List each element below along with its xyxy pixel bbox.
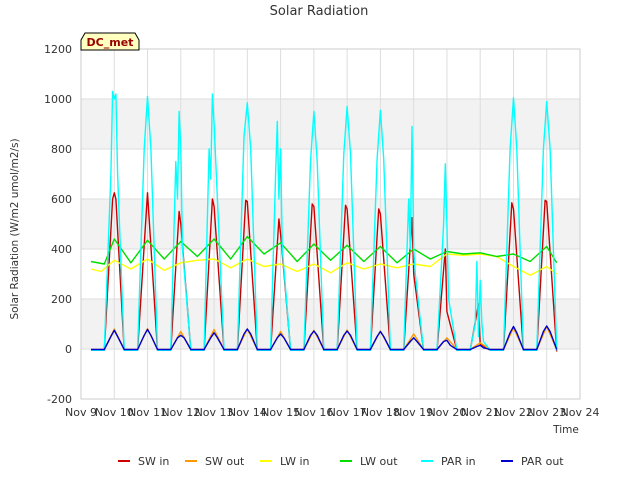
y-tick-label: 600	[51, 193, 72, 206]
legend-label-par-in: PAR in	[441, 455, 476, 468]
y-axis-label: Solar Radiation (W/m2 umol/m2/s)	[9, 138, 21, 319]
x-tick-label: Nov 18	[361, 406, 400, 419]
y-tick-label: 1000	[44, 93, 72, 106]
legend-label-lw-in: LW in	[280, 455, 310, 468]
x-tick-label: Nov 15	[261, 406, 300, 419]
x-tick-label: Nov 12	[161, 406, 200, 419]
legend-label-par-out: PAR out	[521, 455, 564, 468]
series-line-par-out	[91, 325, 558, 351]
series-line-lw-out	[90, 235, 558, 265]
x-tick-label: Nov 11	[128, 406, 167, 419]
x-axis-label: Time	[552, 424, 579, 436]
x-tick-label: Nov 13	[195, 406, 234, 419]
x-tick-label: Nov 21	[461, 406, 500, 419]
x-tick-label: Nov 19	[394, 406, 433, 419]
x-tick-label: Nov 16	[294, 406, 333, 419]
x-tick-label: Nov 22	[494, 406, 533, 419]
y-tick-label: 1200	[44, 43, 72, 56]
y-tick-labels: -200 0 200 400 600 800 1000 1200	[44, 43, 72, 406]
chart-title: Solar Radiation	[270, 4, 369, 19]
x-tick-label: Nov 24	[561, 406, 600, 419]
y-tick-label: -200	[47, 393, 72, 406]
series-lines	[90, 90, 558, 352]
x-tick-label: Nov 9	[65, 406, 97, 419]
legend: SW in SW out LW in LW out PAR in PAR out	[118, 455, 564, 468]
series-line-par-in	[91, 90, 558, 351]
x-tick-label: Nov 10	[95, 406, 134, 419]
series-line-lw-in	[90, 253, 558, 276]
x-tick-label: Nov 14	[228, 406, 267, 419]
plot-frame	[80, 48, 581, 400]
y-tick-label: 800	[51, 143, 72, 156]
y-tick-label: 200	[51, 293, 72, 306]
plot-band	[81, 199, 580, 249]
plot-bands	[81, 99, 580, 349]
site-label-box	[80, 32, 140, 51]
x-tick-label: Nov 23	[527, 406, 566, 419]
legend-label-sw-in: SW in	[138, 455, 169, 468]
legend-label-lw-out: LW out	[360, 455, 398, 468]
plot-band	[81, 99, 580, 149]
site-label-badge: DC_met	[80, 32, 140, 51]
y-tick-label: 400	[51, 243, 72, 256]
x-tick-label: Nov 20	[427, 406, 466, 419]
y-tick-label: 0	[65, 343, 72, 356]
site-label: DC_met	[87, 36, 134, 49]
x-tick-label: Nov 17	[328, 406, 367, 419]
plot-band	[81, 299, 580, 349]
legend-label-sw-out: SW out	[205, 455, 245, 468]
